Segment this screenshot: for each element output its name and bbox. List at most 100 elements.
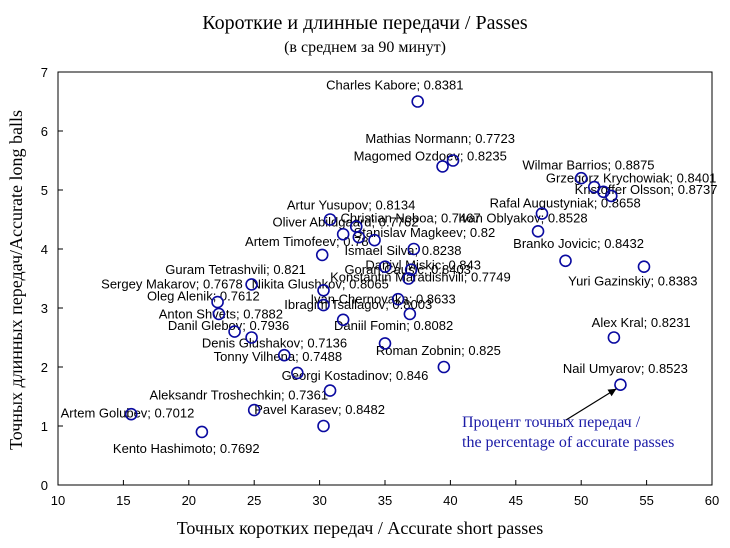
x-tick-label: 60 [705,493,719,508]
point-label: Goran Causic; 0.8403 [344,262,470,277]
y-axis-label: Точных длинных передач/Accurate long bal… [6,110,26,450]
y-tick-label: 2 [41,360,48,375]
data-point [535,207,549,220]
data-point [559,254,572,268]
point-label: Aleksandr Troshechkin; 0.7361 [150,387,329,402]
annotation-line: Процент точных передач / [462,414,641,431]
point-label: Yuri Gazinskiy; 0.8383 [568,274,697,289]
data-point [411,95,425,108]
x-tick-label: 25 [247,493,261,508]
point-label: Georgi Kostadinov; 0.846 [282,368,429,383]
point-label: Daniil Fomin; 0.8082 [334,318,453,333]
point-label: Grzegorz Krychowiak; 0.8401 [546,170,717,185]
point-label: Denis Glushakov; 0.7136 [202,336,347,351]
point-label: Kristoffer Olsson; 0.8737 [575,182,718,197]
point-label: Konstantin Maradishvili; 0.7749 [330,269,511,284]
x-tick-label: 20 [182,493,196,508]
data-point [531,225,545,238]
x-tick-label: 10 [51,493,65,508]
x-tick-label: 15 [116,493,130,508]
point-label: Oliver Abildgaard; 0.7762 [273,215,419,230]
x-tick-label: 40 [443,493,457,508]
y-tick-label: 0 [41,478,48,493]
point-label: Wilmar Barrios; 0.8875 [522,157,654,172]
data-point [614,378,627,392]
data-point [378,337,392,350]
point-label: Roman Zobnin; 0.825 [376,343,501,358]
data-point [437,360,451,374]
y-tick-label: 3 [41,301,48,316]
x-tick-label: 55 [639,493,653,508]
data-point [317,419,330,433]
data-point [195,425,209,439]
data-point [352,230,366,244]
point-label: Nikita Glushkov; 0.8065 [252,277,389,292]
point-label: Charles Kabore; 0.8381 [326,78,463,93]
data-point [317,298,330,312]
data-point [124,407,138,421]
point-label: Ismael Silva; 0.8238 [344,243,461,258]
point-label: Ibragim Tsallagov; 0.8003 [284,297,432,312]
point-label: Mathias Normann; 0.7723 [365,131,515,146]
data-point [436,160,449,173]
point-label: Sergey Makarov; 0.7678 [101,277,243,292]
y-tick-label: 7 [41,65,48,80]
point-label: Danil Glebov; 0.7936 [168,318,289,333]
data-point [368,233,381,247]
data-point [336,227,350,241]
point-label: Anton Shvets; 0.7882 [159,307,283,322]
point-label: Nail Umyarov; 0.8523 [563,361,688,376]
y-tick-label: 5 [41,183,48,198]
x-axis-label: Точных коротких передач / Accurate short… [177,518,544,538]
chart-title: Короткие и длинные передачи / Passes [202,12,528,34]
point-label: Ivan Chernovaka; 0.8633 [310,291,455,306]
data-point [446,154,460,167]
data-point [245,331,258,344]
data-point [378,260,392,274]
point-label: Artur Yusupov; 0.8134 [287,197,415,212]
point-label: Kento Hashimoto; 0.7692 [113,441,260,456]
annotation-line: the percentage of accurate passes [462,434,674,451]
point-label: Pavel Karasev; 0.8482 [254,402,385,417]
data-point [607,331,621,344]
point-label: Rafal Augustyniak; 0.8658 [490,196,641,211]
data-point [336,313,350,327]
point-label: Oleg Alenik; 0.7612 [147,288,260,303]
point-labels: Charles Kabore; 0.8381 Mathias Normann; 0… [61,78,718,456]
annotation: Процент точных передач / the percentage o… [462,388,674,451]
y-tick-label: 6 [41,124,48,139]
data-point [637,260,651,274]
point-label: Daniyl Miskic; 0.843 [365,258,481,273]
point-label: Alex Kral; 0.8231 [592,315,691,330]
data-point [404,263,418,276]
x-tick-label: 45 [509,493,523,508]
point-label: Tonny Vilhena; 0.7488 [214,349,342,364]
x-tick-label: 35 [378,493,392,508]
data-point [574,171,588,185]
y-tick-label: 1 [41,419,48,434]
data-point [323,213,337,226]
point-label: Christian Noboa; 0.7467 [341,210,481,225]
point-label: Stanislav Magkeev; 0.82 [354,225,496,240]
chart-subtitle: (в среднем за 90 минут) [284,39,446,56]
data-point [315,248,329,262]
data-point [277,348,291,362]
annotation-arrow [565,388,617,421]
data-point [211,295,224,309]
data-point [402,272,415,285]
point-label: Artem Golubev; 0.7012 [61,406,195,421]
y-tick-label: 4 [41,242,48,257]
data-point [391,292,405,306]
data-point [317,283,330,297]
data-point [403,307,417,321]
x-tick-label: 50 [574,493,588,508]
data-point [323,384,337,397]
data-point [407,242,421,256]
point-label: Guram Tetrashvili; 0.821 [165,262,306,277]
point-label: Ivan Oblyakov; 0.8528 [458,210,587,225]
point-label: Magomed Ozdoev; 0.8235 [354,149,507,164]
data-point [604,189,618,203]
point-label: Branko Jovicic; 0.8432 [513,236,644,251]
